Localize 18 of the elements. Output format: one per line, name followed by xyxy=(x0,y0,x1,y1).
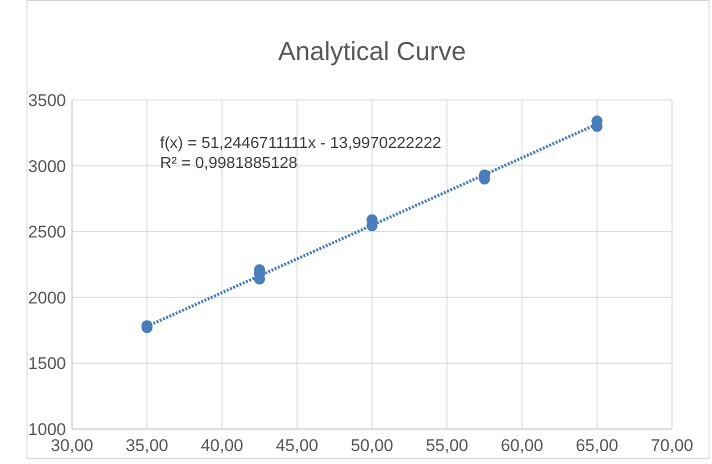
y-tick-label: 1000 xyxy=(28,420,66,439)
chart-title: Analytical Curve xyxy=(278,36,466,66)
x-tick-label: 50,00 xyxy=(350,436,394,455)
annotation: R² = 0,9981885128 xyxy=(160,155,298,172)
annotation: f(x) = 51,2446711111x - 13,9970222222 xyxy=(160,135,442,152)
x-tick-label: 40,00 xyxy=(200,436,244,455)
y-tick-label: 3500 xyxy=(28,91,66,110)
y-tick-label: 3000 xyxy=(28,156,66,176)
x-tick-label: 55,00 xyxy=(426,436,468,455)
y-tick-label: 2500 xyxy=(28,222,66,242)
x-tick-label: 60,00 xyxy=(500,436,544,455)
y-tick-label: 2000 xyxy=(28,288,66,308)
y-tick-label: 1500 xyxy=(28,354,66,374)
x-tick-label: 70,00 xyxy=(650,436,694,455)
x-tick-label: 65,00 xyxy=(576,436,618,455)
x-tick-label: 35,00 xyxy=(126,436,168,455)
x-tick-label: 45,00 xyxy=(276,436,318,455)
x-tick-label: 30,00 xyxy=(50,436,94,455)
